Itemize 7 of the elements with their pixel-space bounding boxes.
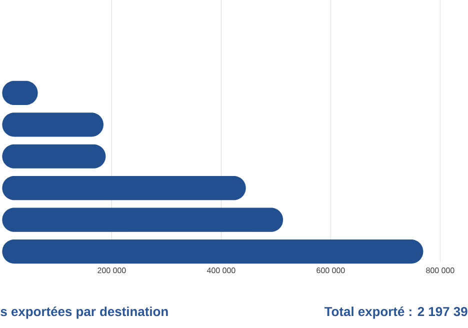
text: s exportées par destination [0, 306, 168, 319]
bar [2, 239, 424, 264]
text: Total exporté : 2 197 39 [324, 306, 468, 319]
bar [2, 176, 246, 200]
bar [2, 144, 106, 168]
bar [2, 208, 284, 232]
bar [2, 112, 104, 137]
